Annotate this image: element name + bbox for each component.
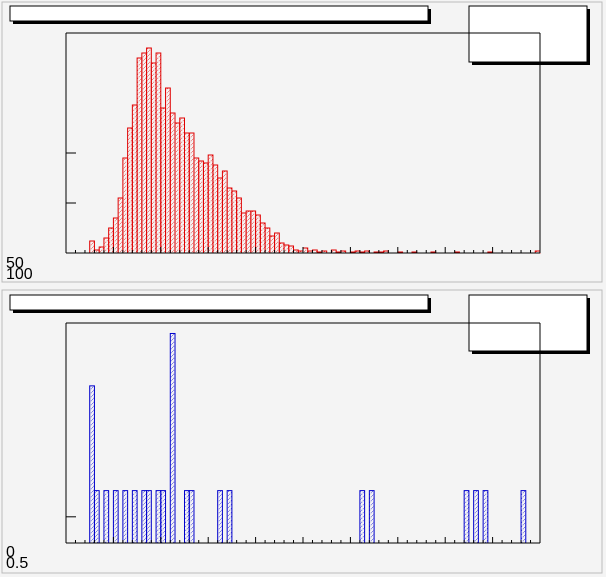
- bar: [141, 490, 148, 544]
- stats-box: [468, 5, 588, 63]
- bar: [217, 177, 223, 254]
- y-tick-label: 0: [6, 544, 15, 561]
- bar: [160, 107, 167, 254]
- bar: [165, 87, 171, 254]
- bar: [131, 490, 138, 544]
- bar: [184, 490, 190, 544]
- y-tick-label: 100: [6, 266, 33, 283]
- bar: [136, 57, 143, 254]
- bar: [98, 246, 105, 254]
- bar: [482, 490, 489, 544]
- bar: [473, 490, 479, 544]
- bar: [193, 157, 200, 254]
- bar: [150, 62, 157, 254]
- bar: [112, 217, 119, 254]
- bar: [269, 235, 276, 254]
- bar: [155, 490, 162, 544]
- y-tick-label: 50: [6, 255, 24, 272]
- bar: [160, 490, 167, 544]
- pad-1: [1, 1, 603, 283]
- bar: [250, 210, 257, 254]
- bar: [93, 490, 100, 544]
- bar: [174, 122, 181, 254]
- bar: [278, 242, 285, 254]
- bar: [103, 490, 110, 544]
- bar: [259, 222, 266, 254]
- bar: [226, 490, 233, 544]
- bar: [288, 245, 295, 254]
- title-box: [9, 5, 429, 22]
- bar: [146, 490, 152, 544]
- bar: [127, 127, 133, 254]
- bar: [112, 490, 119, 544]
- bar: [255, 214, 261, 254]
- bar: [226, 187, 233, 254]
- bar: [108, 227, 114, 254]
- title-box: [9, 294, 429, 311]
- y-tick-label: 0.5: [6, 555, 28, 572]
- bar: [169, 112, 176, 254]
- bar: [117, 197, 124, 254]
- bar: [264, 227, 271, 254]
- bar: [155, 52, 162, 254]
- bar: [198, 160, 204, 254]
- bar: [240, 212, 247, 254]
- bar: [188, 132, 195, 254]
- bar: [131, 104, 138, 254]
- pad-2: [1, 289, 603, 574]
- bar: [179, 117, 185, 254]
- bar: [212, 164, 219, 254]
- bar: [169, 332, 176, 544]
- bar: [141, 52, 148, 254]
- bar: [103, 237, 110, 254]
- bar: [274, 232, 280, 254]
- bar: [122, 157, 129, 254]
- bar: [359, 490, 366, 544]
- bar: [202, 162, 209, 254]
- bar: [283, 244, 290, 254]
- bar: [231, 190, 238, 254]
- bar: [245, 210, 252, 254]
- bar: [236, 197, 242, 254]
- bar: [146, 47, 152, 254]
- bar: [217, 490, 223, 544]
- bar: [184, 132, 190, 254]
- bar: [368, 490, 375, 544]
- bar: [207, 154, 214, 254]
- bar: [463, 490, 470, 544]
- bar: [188, 490, 195, 544]
- bar: [221, 170, 228, 254]
- bar: [89, 385, 95, 544]
- bar: [89, 240, 95, 254]
- bar: [302, 247, 309, 254]
- bar: [520, 490, 527, 544]
- bar: [122, 490, 129, 544]
